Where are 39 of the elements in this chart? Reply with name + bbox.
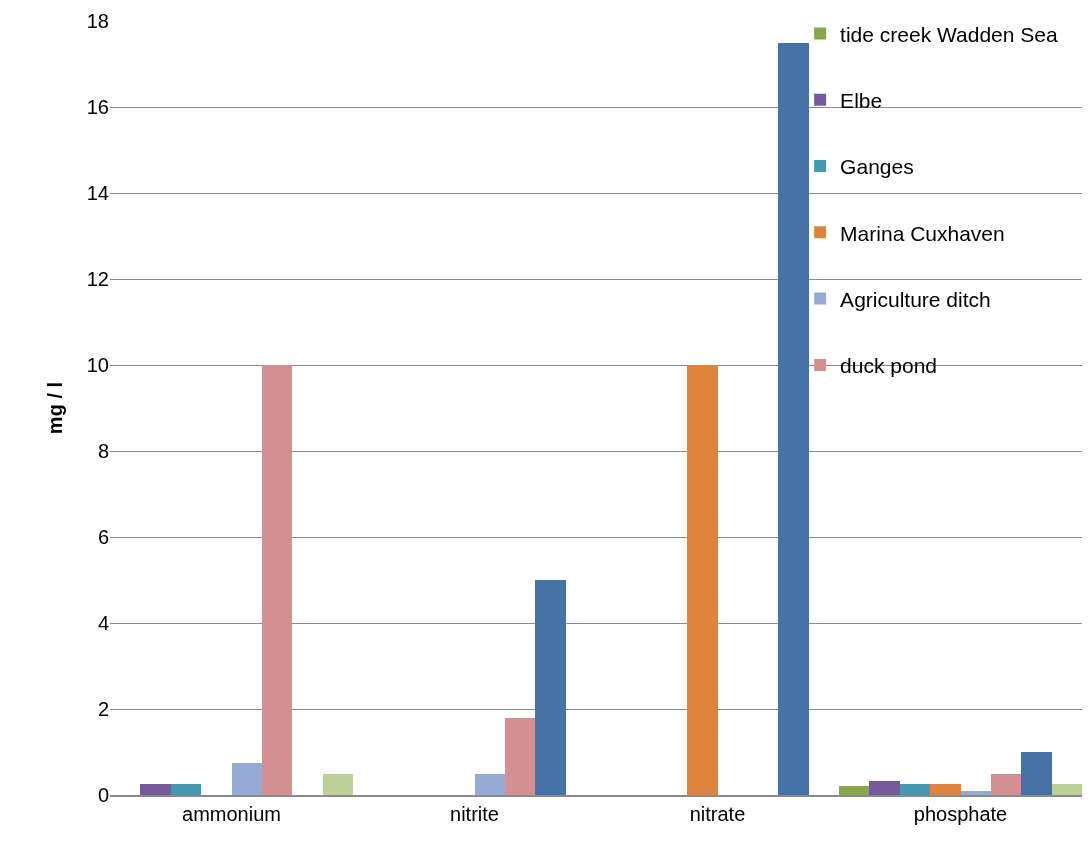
- y-tick-label: 16: [86, 96, 109, 118]
- bar: [171, 784, 201, 795]
- y-tick-label: 10: [86, 354, 109, 376]
- bar: [687, 365, 718, 795]
- y-tick-label: 12: [86, 268, 109, 290]
- bar: [1052, 784, 1082, 795]
- y-tick-label: 14: [86, 182, 109, 204]
- x-tick-label: nitrite: [450, 802, 499, 825]
- y-tick-label: 4: [97, 612, 109, 634]
- bar: [232, 763, 262, 795]
- y-tick-label: 2: [97, 698, 109, 720]
- bar: [869, 781, 900, 795]
- legend-label: tide creek Wadden Sea: [840, 22, 1058, 46]
- bar: [505, 718, 535, 795]
- legend-label: duck pond: [840, 354, 938, 378]
- legend-label: Elbe: [840, 88, 883, 112]
- bar: [475, 774, 505, 795]
- bar: [839, 786, 869, 795]
- y-tick-label: 18: [86, 10, 109, 32]
- bar: [900, 784, 930, 795]
- bar: [1021, 752, 1052, 795]
- x-tick-label: ammonium: [182, 802, 281, 825]
- bar: [991, 774, 1021, 795]
- bar: [262, 365, 292, 795]
- y-tick-label: 8: [97, 440, 109, 462]
- x-tick-label: nitrate: [689, 802, 746, 825]
- x-tick-label: phosphate: [913, 802, 1008, 825]
- legend-label: Agriculture ditch: [840, 287, 991, 311]
- bar: [778, 43, 809, 795]
- y-tick-label: 6: [97, 526, 109, 548]
- bar: [930, 784, 961, 795]
- legend-label: Marina Cuxhaven: [840, 221, 1005, 245]
- bar: [961, 791, 991, 795]
- bar: [140, 784, 171, 795]
- legend-label: Ganges: [840, 155, 914, 179]
- bar: [323, 774, 353, 795]
- y-tick-label: 0: [97, 784, 109, 806]
- y-axis-title: mg / l: [44, 381, 67, 435]
- bar: [535, 580, 566, 795]
